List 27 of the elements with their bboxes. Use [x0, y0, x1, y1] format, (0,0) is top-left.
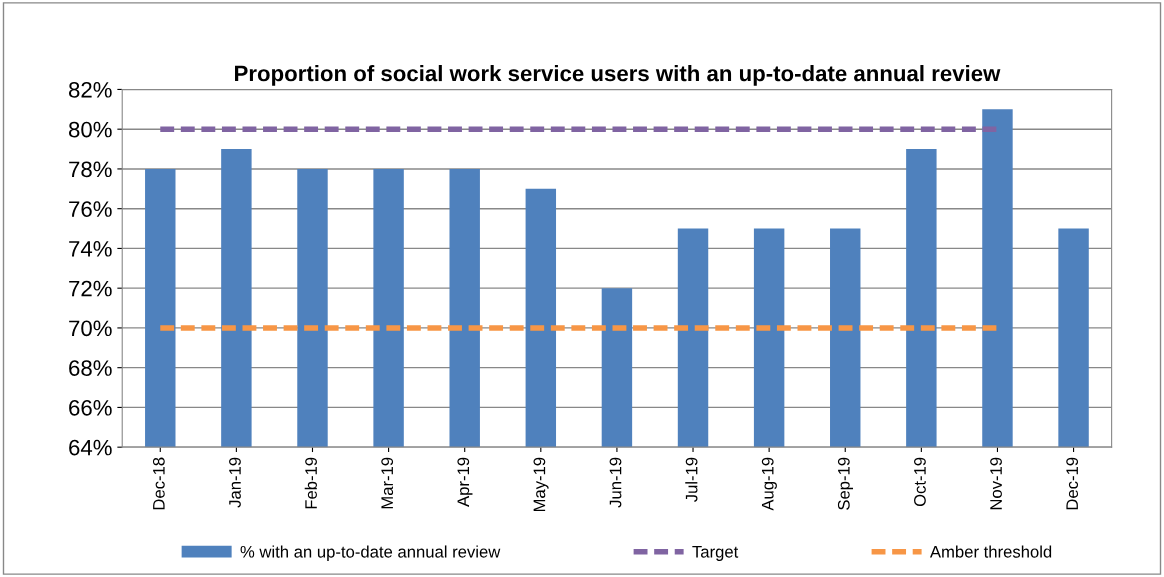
chart-title: Proportion of social work service users with an up-to-date annual review	[235, 65, 1001, 86]
legend-label: Target	[692, 546, 739, 561]
x-tick-label: Jan-19	[229, 457, 241, 508]
legend-label: Amber threshold	[929, 545, 1052, 558]
x-tick-label: Mar-19	[381, 457, 394, 509]
x-tick-label: May-19	[533, 457, 549, 512]
x-tick-label: Jul-19	[685, 457, 698, 503]
x-tick-label: Nov-19	[990, 457, 1002, 510]
x-tick-label: Oct-19	[914, 457, 926, 507]
x-tick-label: Feb-19	[304, 457, 317, 509]
legend-label: % with an up-to-date annual review	[240, 545, 501, 561]
y-tick-label: 70%	[69, 320, 112, 337]
x-tick-label: Aug-19	[761, 457, 777, 511]
y-tick-label: 68%	[69, 360, 112, 376]
x-tick-label: Apr-19	[457, 457, 473, 507]
y-tick-label: 76%	[69, 201, 112, 217]
x-tick-label: Sep-19	[837, 457, 854, 510]
y-tick-label: 66%	[69, 399, 112, 416]
y-tick-label: 72%	[69, 280, 112, 297]
y-tick-label: 78%	[69, 161, 112, 178]
y-tick-label: 74%	[69, 241, 112, 257]
x-tick-label: Dec-18	[152, 457, 165, 510]
x-tick-label: Dec-19	[1066, 457, 1079, 510]
y-tick-label: 82%	[68, 81, 112, 98]
y-tick-label: 64%	[69, 439, 112, 456]
y-tick-label: 80%	[68, 121, 112, 138]
x-tick-label: Jun-19	[609, 457, 622, 508]
